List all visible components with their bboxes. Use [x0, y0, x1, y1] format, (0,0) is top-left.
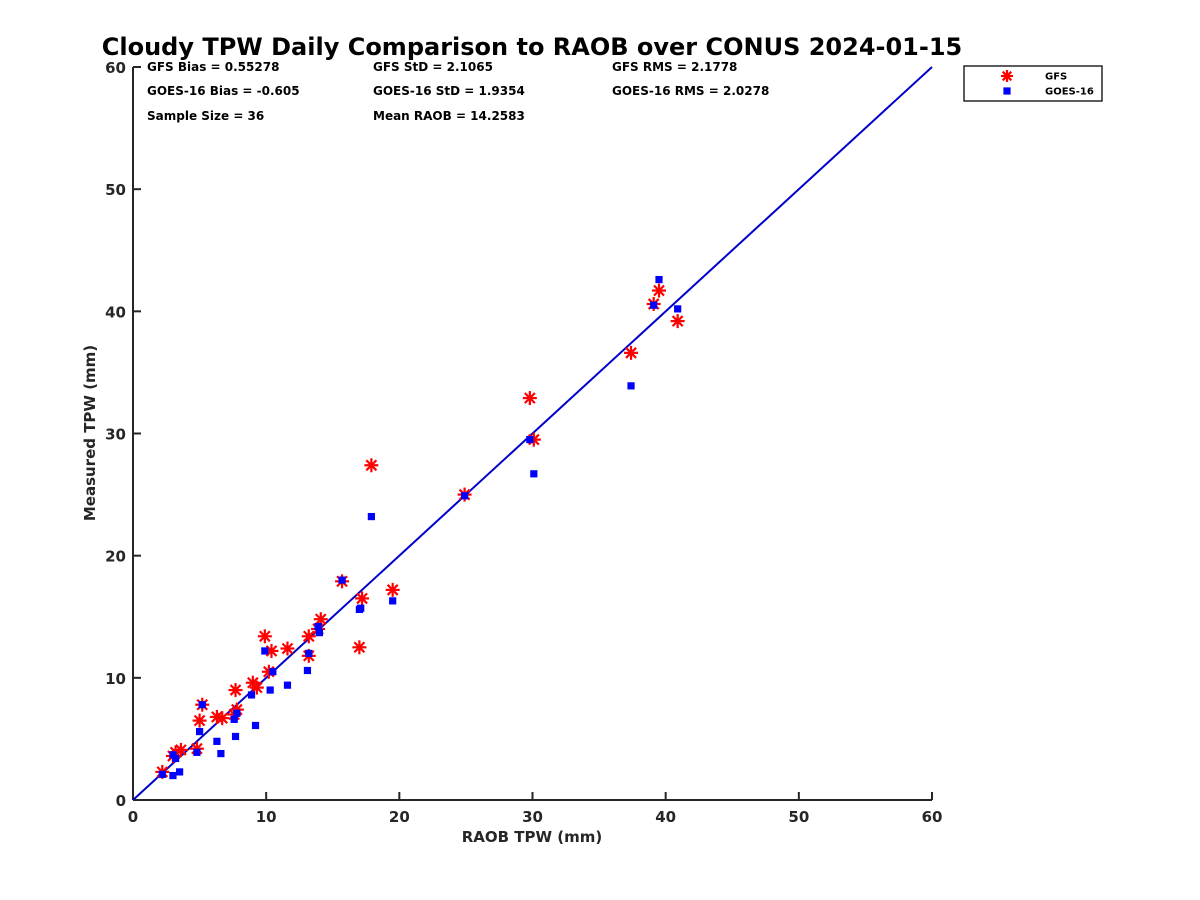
x-tick-label: 30 [522, 808, 543, 826]
goes16-point [303, 666, 312, 675]
x-tick-label: 20 [389, 808, 410, 826]
goes16-point [176, 768, 184, 776]
y-ticks: 0 10 20 30 40 50 60 [105, 59, 141, 810]
goes16-point [314, 622, 322, 631]
gfs-point [670, 314, 685, 329]
gfs-point [257, 629, 272, 644]
goes16-point [172, 754, 180, 763]
stat-text: GOES-16 StD = 1.9354 [373, 84, 525, 98]
stat-text: GFS RMS = 2.1778 [612, 60, 737, 74]
goes16-point [266, 686, 274, 694]
reference-line [132, 66, 933, 801]
goes16-point [530, 470, 538, 478]
data-points [155, 275, 685, 780]
stat-text: GOES-16 RMS = 2.0278 [612, 84, 769, 98]
goes16-point [158, 770, 166, 778]
goes16-point [269, 668, 277, 676]
gfs-point [301, 629, 316, 644]
goes16-point [230, 715, 238, 723]
gfs-point [652, 283, 667, 298]
stat-text: GFS Bias = 0.55278 [147, 60, 279, 74]
y-tick-label: 0 [116, 792, 126, 810]
gfs-point [249, 680, 264, 695]
gfs-point [215, 711, 230, 726]
x-tick-label: 40 [655, 808, 676, 826]
x-tick-label: 10 [256, 808, 277, 826]
x-tick-label: 50 [788, 808, 809, 826]
goes16-point [233, 709, 241, 717]
goes16-point [261, 647, 269, 655]
goes16-point [655, 275, 663, 284]
legend: GFS GOES-16 [963, 65, 1103, 102]
gfs-point [385, 582, 400, 597]
goes16-point [315, 629, 324, 637]
goes16-point [627, 382, 635, 390]
legend-label: GFS [1045, 72, 1067, 83]
goes16-point [251, 721, 260, 730]
goes16-point [213, 737, 221, 745]
goes16-point [460, 492, 469, 500]
goes16-point [526, 436, 534, 444]
legend-gfs-marker [1001, 70, 1013, 82]
goes16-point [217, 749, 225, 758]
series-goes-16 [158, 275, 682, 780]
x-tick-label: 0 [128, 808, 138, 826]
gfs-point [352, 640, 367, 655]
goes16-point [305, 649, 313, 657]
goes16-point [357, 604, 365, 612]
stat-text: Mean RAOB = 14.2583 [373, 109, 525, 123]
gfs-point [624, 345, 639, 360]
goes16-point [169, 771, 177, 780]
y-axis-title: Measured TPW (mm) [81, 345, 99, 521]
gfs-point [522, 391, 537, 406]
gfs-point [313, 612, 328, 627]
gfs-point [173, 742, 188, 757]
gfs-point [192, 713, 207, 728]
legend-box [963, 65, 1103, 102]
goes16-point [198, 701, 206, 709]
goes16-point [247, 691, 256, 699]
legend-label: GOES-16 [1045, 87, 1094, 98]
chart-title: Cloudy TPW Daily Comparison to RAOB over… [102, 33, 962, 61]
one-to-one-line [132, 66, 933, 801]
statistics-block: GFS Bias = 0.55278 GFS StD = 2.1065 GFS RM… [147, 60, 769, 123]
gfs-point [228, 683, 243, 698]
y-tick-label: 20 [105, 548, 126, 566]
goes16-point [195, 727, 204, 736]
goes16-point [169, 751, 177, 759]
goes16-point [389, 597, 397, 605]
stat-text: GFS StD = 2.1065 [373, 60, 493, 74]
gfs-point [355, 591, 370, 606]
y-tick-label: 40 [105, 303, 126, 321]
series-gfs [155, 283, 685, 779]
y-tick-label: 30 [105, 426, 126, 444]
goes16-point [193, 748, 201, 756]
x-ticks: 0 10 20 30 40 50 60 [128, 792, 943, 826]
y-tick-label: 10 [105, 670, 126, 688]
goes16-point [338, 576, 346, 584]
y-tick-label: 50 [105, 181, 126, 199]
gfs-point [364, 458, 379, 473]
goes16-point [231, 732, 240, 741]
goes16-point [674, 305, 682, 313]
x-axis-title: RAOB TPW (mm) [462, 828, 603, 846]
stat-text: Sample Size = 36 [147, 109, 264, 123]
goes16-point [650, 301, 658, 309]
legend-goes16-marker [1003, 87, 1011, 95]
stat-text: GOES-16 Bias = -0.605 [147, 84, 300, 98]
x-tick-label: 60 [922, 808, 943, 826]
goes16-point [367, 512, 375, 521]
gfs-point [280, 641, 295, 656]
goes16-point [283, 681, 292, 689]
y-tick-label: 60 [105, 59, 126, 77]
